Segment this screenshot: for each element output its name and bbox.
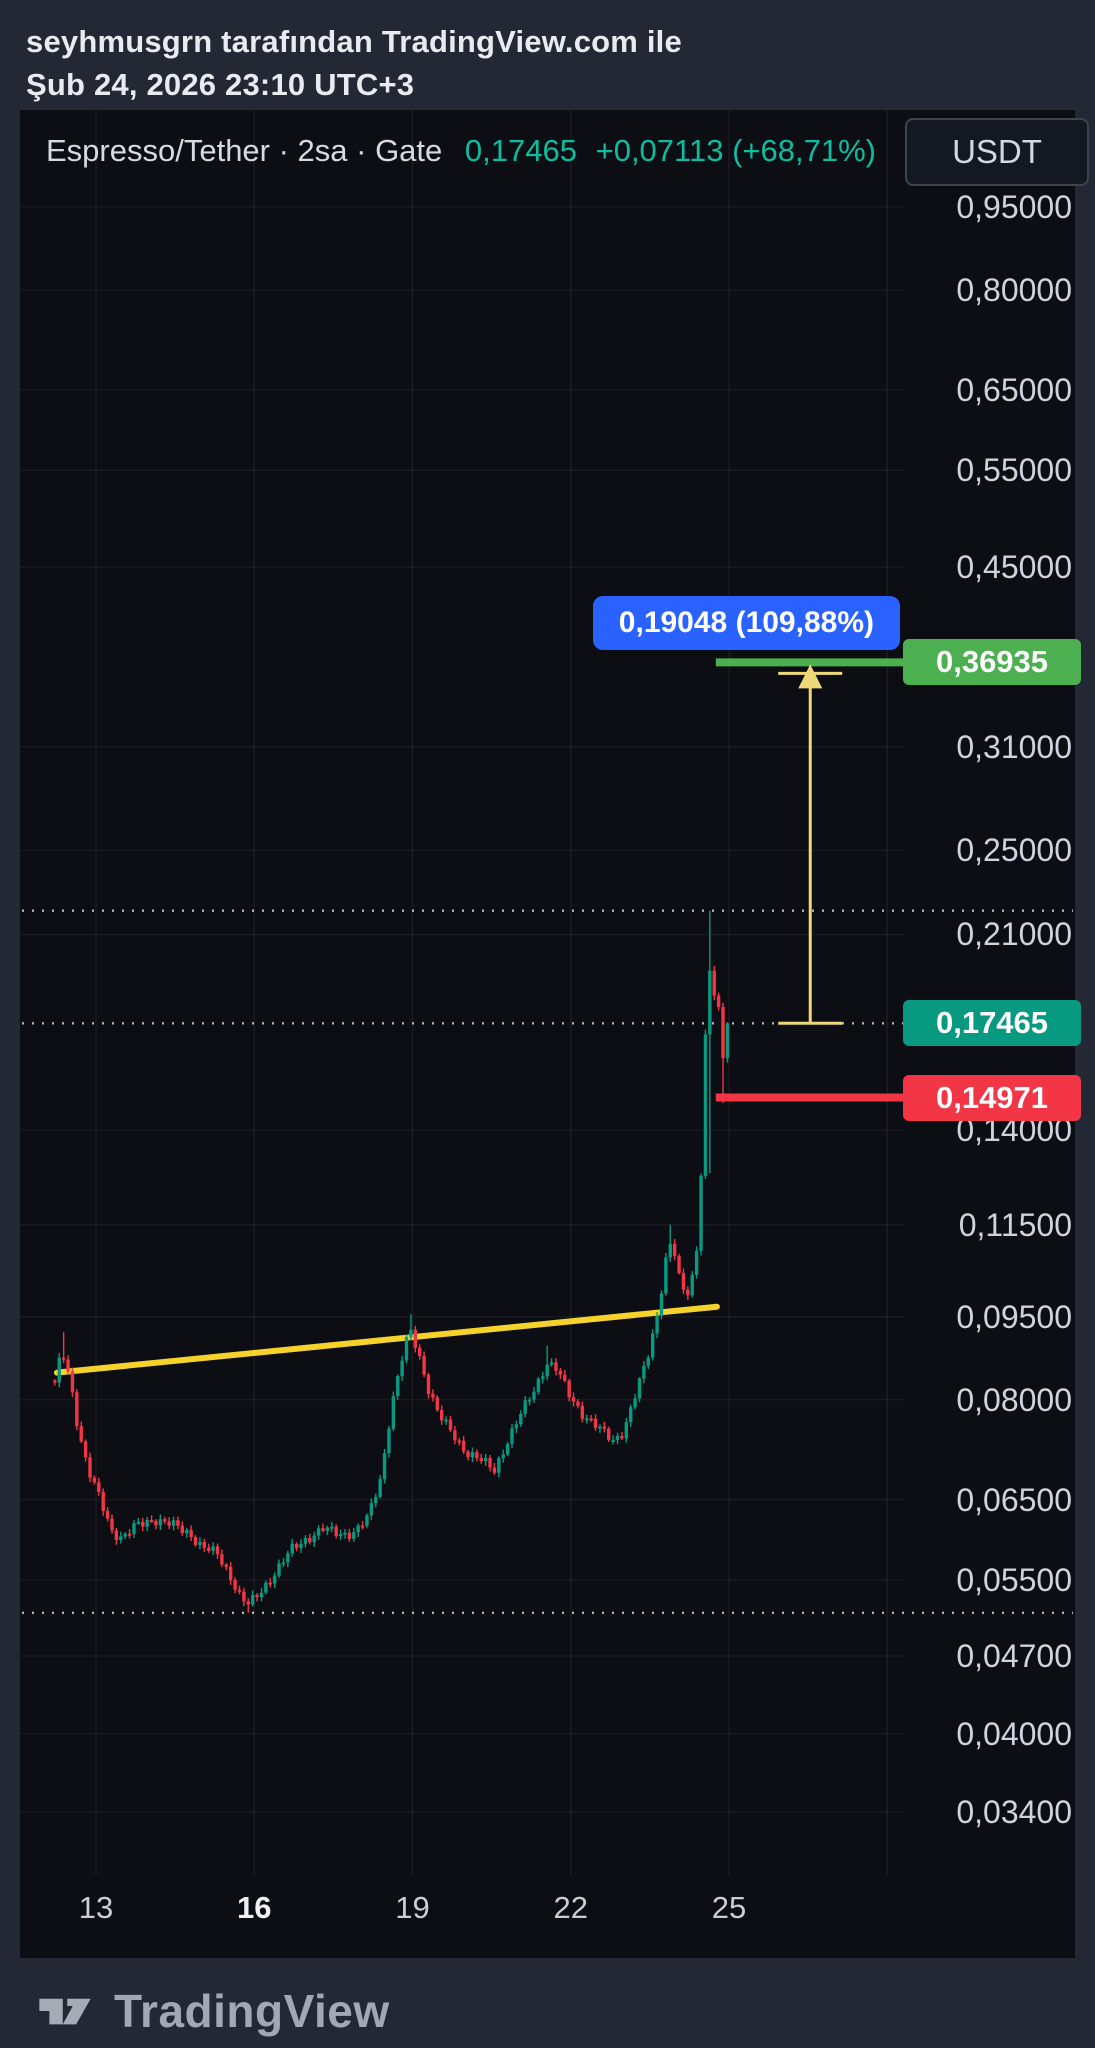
footer: TradingView — [36, 1982, 390, 2040]
symbol-row: Espresso/Tether · 2sa · Gate 0,17465 +0,… — [46, 133, 876, 169]
symbol-title: Espresso/Tether · 2sa · Gate — [46, 133, 443, 168]
currency-button[interactable]: USDT — [905, 118, 1089, 186]
tradingview-logo-icon — [39, 1998, 91, 2025]
price-change: +0,07113 (+68,71%) — [595, 133, 876, 168]
last-price: 0,17465 — [464, 133, 577, 168]
attribution-timestamp: Şub 24, 2026 23:10 UTC+3 — [26, 67, 415, 102]
footer-brand-text: TradingView — [114, 1985, 390, 2037]
chart-panel[interactable] — [20, 110, 1075, 1958]
attribution-author: seyhmusgrn tarafından TradingView.com il… — [26, 24, 682, 59]
